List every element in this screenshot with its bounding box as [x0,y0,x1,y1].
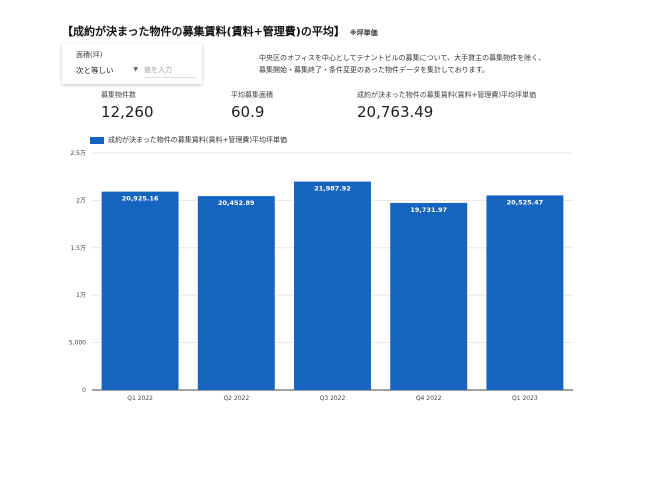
kpi-value: 60.9 [231,103,265,121]
description-line: 募集開始・募集終了・条件変更のあった物件データを集計しております。 [259,66,489,74]
bar [486,195,564,390]
filter-operator-value: 次と等しい [76,66,114,75]
kpi-label: 平均募集面積 [231,91,273,99]
x-tick-label: Q2 2022 [223,395,249,402]
bar [101,191,179,390]
bar [294,181,371,390]
kpi-listing-count: 募集物件数 12,260 [101,90,154,121]
description-line: 中央区のオフィスを中心としてテナントビルの募集について、大手貸主の募集物件を除く… [259,54,546,62]
filter-operator-select[interactable]: 次と等しい ▼ [76,65,138,78]
y-tick-label: 1.5万 [70,245,86,252]
title-note: ※坪単価 [349,29,378,37]
y-tick-label: 0 [82,387,86,394]
bar [390,202,468,390]
data-label: 20,525.47 [507,198,544,206]
title-text: 【成約が決まった物件の募集賃料(賃料+管理費)の平均】 [62,25,345,38]
x-tick-label: Q1 2023 [512,395,538,402]
data-label: 20,452.89 [218,199,255,207]
kpi-label: 募集物件数 [101,91,136,99]
description-text: 中央区のオフィスを中心としてテナントビルの募集について、大手貸主の募集物件を除く… [259,52,589,76]
bar [197,196,275,390]
x-tick-label: Q1 2022 [127,395,153,402]
y-tick-label: 1万 [76,292,86,299]
data-label: 21,987.92 [314,185,351,193]
y-tick-label: 2.5万 [70,150,86,157]
legend-swatch [90,136,104,144]
chart-legend: 成約が決まった物件の募集賃料(賃料+管理費)平均坪単価 [90,135,287,145]
page-title: 【成約が決まった物件の募集賃料(賃料+管理費)の平均】 ※坪単価 [62,23,378,39]
kpi-value: 12,260 [101,103,154,121]
x-tick-label: Q3 2022 [320,395,346,402]
kpi-average-area: 平均募集面積 60.9 [231,90,273,121]
kpi-label: 成約が決まった物件の募集賃料(賃料+管理費)平均坪単価 [357,91,537,99]
kpi-value: 20,763.49 [357,103,434,121]
filter-label: 面積(坪) [76,51,103,59]
y-tick-label: 2万 [76,197,86,204]
filter-input-placeholder: 値を入力 [144,66,172,74]
data-label: 19,731.97 [410,206,447,214]
filter-value-input[interactable]: 値を入力 [144,65,196,78]
area-filter-control: 面積(坪) 次と等しい ▼ 値を入力 [62,44,202,84]
data-label: 20,925.16 [122,195,159,203]
legend-label: 成約が決まった物件の募集賃料(賃料+管理費)平均坪単価 [108,136,288,144]
y-tick-label: 5,000 [69,340,86,347]
dropdown-caret-icon: ▼ [133,66,138,73]
x-tick-label: Q4 2022 [416,395,442,402]
kpi-average-rent: 成約が決まった物件の募集賃料(賃料+管理費)平均坪単価 20,763.49 [357,90,536,121]
